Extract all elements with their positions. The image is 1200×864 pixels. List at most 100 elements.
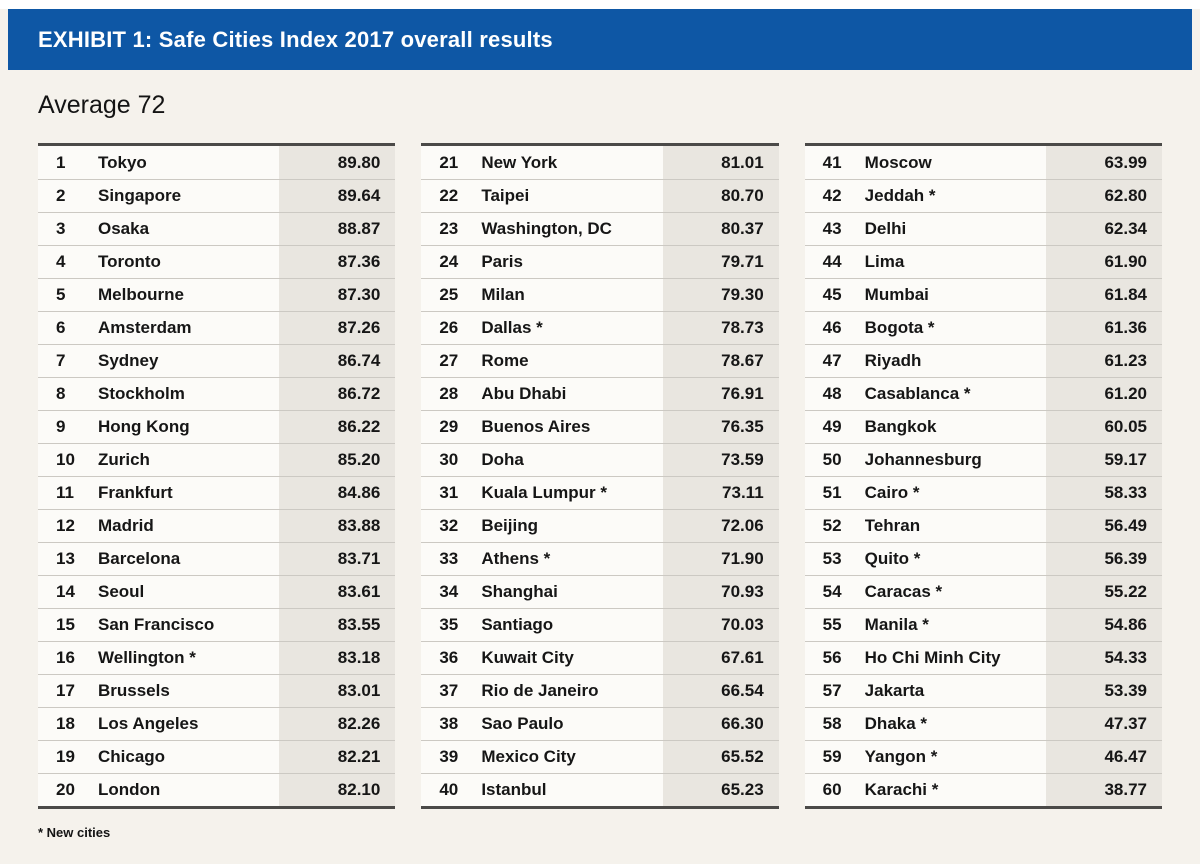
score-cell: 61.84	[1046, 279, 1162, 311]
table-row: 47 Riyadh 61.23	[804, 344, 1162, 377]
city-cell: Osaka	[98, 219, 150, 238]
city-cell: Athens *	[481, 549, 551, 568]
city-cell: Rio de Janeiro	[481, 681, 599, 700]
rank-cell: 12	[56, 516, 75, 535]
table-row: 58 Dhaka * 47.37	[804, 707, 1162, 740]
table-row: 12 Madrid 83.88	[38, 509, 396, 542]
score-cell: 60.05	[1046, 411, 1162, 443]
score-cell: 66.30	[662, 708, 779, 740]
score-cell: 58.33	[1046, 477, 1162, 509]
city-cell: London	[98, 780, 161, 799]
table-row: 45 Mumbai 61.84	[804, 278, 1162, 311]
rank-cell: 20	[56, 780, 75, 799]
table-row: 49 Bangkok 60.05	[804, 410, 1162, 443]
rank-cell: 17	[56, 681, 75, 700]
score-cell: 87.30	[279, 279, 396, 311]
city-cell: Abu Dhabi	[481, 384, 567, 403]
rank-cell: 38	[439, 714, 459, 733]
table-row: 60 Karachi * 38.77	[804, 773, 1162, 806]
score-cell: 76.91	[662, 378, 779, 410]
city-cell: Mexico City	[481, 747, 576, 766]
table-row: 22 Taipei 80.70	[421, 179, 779, 212]
city-cell: Frankfurt	[98, 483, 173, 502]
rank-cell: 26	[439, 318, 459, 337]
table-row: 41 Moscow 63.99	[804, 146, 1162, 179]
city-cell: Jeddah *	[864, 186, 936, 205]
city-cell: Jakarta	[864, 681, 925, 700]
table-row: 2 Singapore 89.64	[38, 179, 396, 212]
city-cell: Yangon *	[864, 747, 938, 766]
score-cell: 86.72	[279, 378, 396, 410]
score-cell: 73.11	[662, 477, 779, 509]
rank-cell: 29	[439, 417, 459, 436]
exhibit-title-bar: EXHIBIT 1: Safe Cities Index 2017 overal…	[8, 9, 1192, 70]
table-row: 53 Quito * 56.39	[804, 542, 1162, 575]
score-cell: 65.23	[662, 774, 779, 806]
score-cell: 83.88	[279, 510, 396, 542]
score-cell: 78.67	[662, 345, 779, 377]
rank-cell: 14	[56, 582, 75, 601]
city-cell: Wellington *	[98, 648, 196, 667]
rank-cell: 33	[439, 549, 459, 568]
city-cell: Tehran	[864, 516, 921, 535]
rank-cell: 30	[439, 450, 459, 469]
table-row: 39 Mexico City 65.52	[421, 740, 779, 773]
table-row: 23 Washington, DC 80.37	[421, 212, 779, 245]
table-row: 30 Doha 73.59	[421, 443, 779, 476]
rank-cell: 27	[439, 351, 459, 370]
table-row: 16 Wellington * 83.18	[38, 641, 396, 674]
rank-cell: 47	[822, 351, 842, 370]
score-cell: 54.86	[1046, 609, 1162, 641]
city-cell: Amsterdam	[98, 318, 192, 337]
score-cell: 62.34	[1046, 213, 1162, 245]
score-cell: 61.90	[1046, 246, 1162, 278]
score-cell: 38.77	[1046, 774, 1162, 806]
city-cell: Caracas *	[864, 582, 943, 601]
score-cell: 83.61	[279, 576, 396, 608]
table-row: 7 Sydney 86.74	[38, 344, 396, 377]
score-cell: 86.74	[279, 345, 396, 377]
rank-cell: 8	[56, 384, 66, 403]
score-cell: 76.35	[662, 411, 779, 443]
table-row: 6 Amsterdam 87.26	[38, 311, 396, 344]
score-cell: 78.73	[662, 312, 779, 344]
rank-cell: 6	[56, 318, 66, 337]
table-row: 32 Beijing 72.06	[421, 509, 779, 542]
city-cell: Los Angeles	[98, 714, 199, 733]
city-cell: Bogota *	[864, 318, 935, 337]
rank-cell: 54	[822, 582, 842, 601]
rank-cell: 46	[822, 318, 842, 337]
score-cell: 46.47	[1046, 741, 1162, 773]
score-cell: 85.20	[279, 444, 396, 476]
rank-cell: 23	[439, 219, 459, 238]
table-row: 27 Rome 78.67	[421, 344, 779, 377]
score-cell: 56.39	[1046, 543, 1162, 575]
table-row: 33 Athens * 71.90	[421, 542, 779, 575]
table-row: 19 Chicago 82.21	[38, 740, 396, 773]
table-row: 59 Yangon * 46.47	[804, 740, 1162, 773]
table-row: 5 Melbourne 87.30	[38, 278, 396, 311]
rank-cell: 2	[56, 186, 66, 205]
rank-cell: 53	[822, 549, 842, 568]
rank-cell: 44	[822, 252, 842, 271]
rank-cell: 32	[439, 516, 459, 535]
table-row: 56 Ho Chi Minh City 54.33	[804, 641, 1162, 674]
rank-cell: 3	[56, 219, 66, 238]
rank-cell: 11	[56, 483, 74, 502]
city-cell: Kuwait City	[481, 648, 574, 667]
score-cell: 82.21	[279, 741, 396, 773]
average-note: Average 72	[38, 91, 166, 119]
score-cell: 61.23	[1046, 345, 1162, 377]
table-row: 20 London 82.10	[38, 773, 396, 806]
rank-cell: 51	[822, 483, 842, 502]
city-cell: Dhaka *	[864, 714, 928, 733]
city-cell: Beijing	[481, 516, 538, 535]
score-cell: 80.37	[662, 213, 779, 245]
rank-cell: 10	[56, 450, 75, 469]
table-row: 1 Tokyo 89.80	[38, 146, 396, 179]
rank-cell: 43	[822, 219, 842, 238]
city-cell: Riyadh	[864, 351, 922, 370]
score-cell: 89.80	[279, 146, 396, 179]
rank-cell: 34	[439, 582, 459, 601]
table-row: 50 Johannesburg 59.17	[804, 443, 1162, 476]
